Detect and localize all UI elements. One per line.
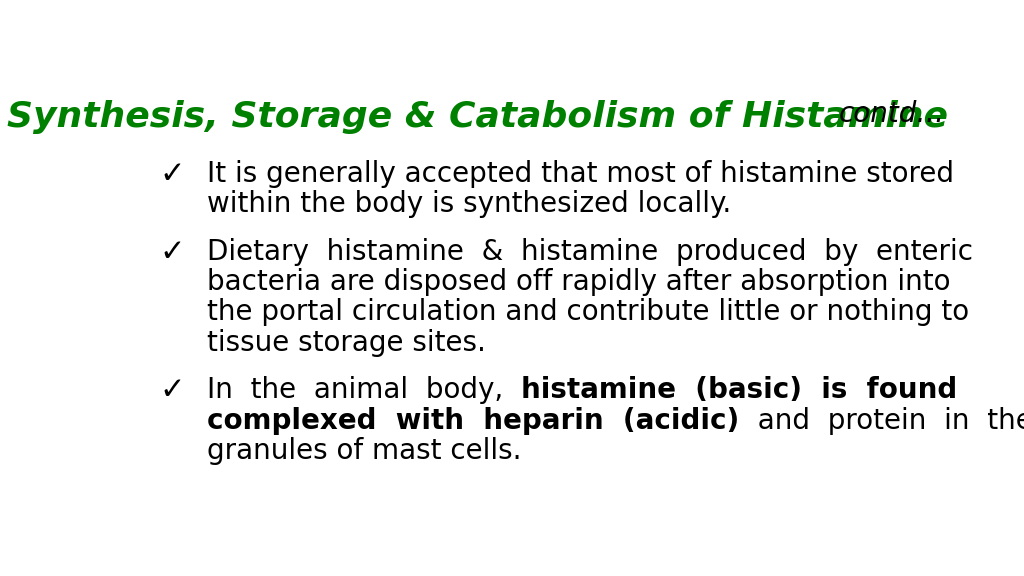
Text: bacteria are disposed off rapidly after absorption into: bacteria are disposed off rapidly after … xyxy=(207,268,951,296)
Text: contd…: contd… xyxy=(839,100,944,128)
Text: granules of mast cells.: granules of mast cells. xyxy=(207,437,522,465)
Text: histamine  (basic)  is  found: histamine (basic) is found xyxy=(521,377,957,404)
Text: It is generally accepted that most of histamine stored: It is generally accepted that most of hi… xyxy=(207,160,954,188)
Text: tissue storage sites.: tissue storage sites. xyxy=(207,328,486,357)
Text: complexed  with  heparin  (acidic): complexed with heparin (acidic) xyxy=(207,407,739,435)
Text: Dietary  histamine  &  histamine  produced  by  enteric: Dietary histamine & histamine produced b… xyxy=(207,238,974,266)
Text: ✓: ✓ xyxy=(160,160,185,189)
Text: and  protein  in  the: and protein in the xyxy=(739,407,1024,435)
Text: within the body is synthesized locally.: within the body is synthesized locally. xyxy=(207,190,731,218)
Text: In  the  animal  body,: In the animal body, xyxy=(207,377,521,404)
Text: Synthesis, Storage & Catabolism of Histamine: Synthesis, Storage & Catabolism of Hista… xyxy=(7,100,947,134)
Text: ✓: ✓ xyxy=(160,377,185,406)
Text: the portal circulation and contribute little or nothing to: the portal circulation and contribute li… xyxy=(207,298,970,327)
Text: ✓: ✓ xyxy=(160,238,185,267)
